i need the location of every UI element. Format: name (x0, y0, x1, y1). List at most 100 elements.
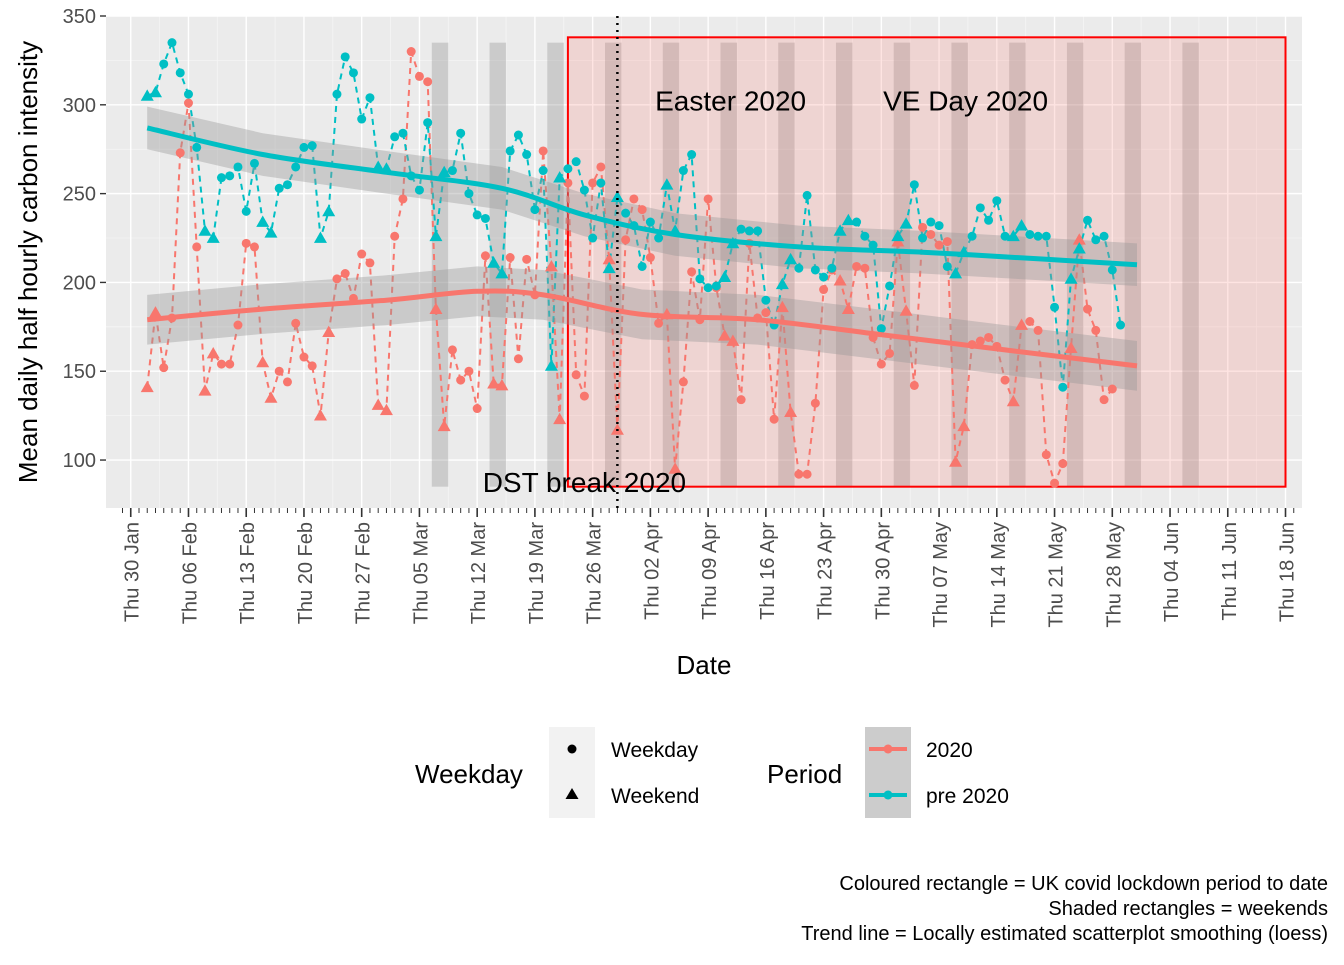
x-tick-label: Thu 18 Jun (1277, 522, 1299, 622)
y-tick-label: 300 (63, 95, 96, 117)
data-point-weekday (761, 295, 771, 305)
x-tick-label: Thu 30 Apr (872, 522, 894, 620)
data-point-weekday (357, 114, 367, 124)
y-tick-label: 150 (63, 361, 96, 383)
data-point-weekend (668, 462, 682, 474)
data-point-weekend (437, 165, 451, 178)
data-point-weekday (241, 238, 251, 248)
data-point-weekday (810, 265, 820, 275)
data-point-weekday (159, 59, 169, 69)
data-point-weekday (810, 398, 820, 408)
data-point-weekend (553, 171, 567, 183)
data-point-weekday (1000, 375, 1010, 385)
data-point-weekday (794, 469, 804, 479)
legend-key-point (883, 790, 893, 800)
data-point-weekday (472, 404, 482, 414)
data-point-weekday (934, 221, 944, 231)
data-point-weekday (414, 185, 424, 195)
y-tick-label: 350 (63, 6, 96, 28)
weekend-band (605, 42, 622, 487)
data-point-weekday (241, 206, 251, 216)
data-point-weekend (148, 306, 162, 318)
data-point-weekend (429, 302, 443, 314)
data-point-weekday (183, 98, 193, 108)
data-point-weekend (256, 355, 270, 368)
data-point-weekday (1083, 215, 1093, 225)
data-point-weekday (596, 178, 606, 188)
data-point-weekend (891, 229, 905, 242)
data-point-weekday (299, 142, 309, 152)
data-point-weekend (775, 277, 789, 290)
data-point-weekday (464, 189, 474, 199)
data-point-weekend (833, 224, 847, 236)
data-point-weekday (1099, 231, 1109, 241)
data-point-weekday (687, 150, 697, 160)
data-point-weekend (544, 359, 558, 371)
data-point-weekday (802, 469, 812, 479)
data-point-weekday (414, 71, 424, 81)
data-point-weekday (1099, 395, 1109, 405)
data-point-weekday (332, 274, 342, 284)
legend-label-period: 2020 (926, 739, 973, 762)
weekend-band (1182, 42, 1199, 487)
data-point-weekend (371, 398, 385, 410)
data-point-weekday (579, 391, 589, 401)
data-point-weekday (513, 354, 523, 364)
data-point-weekday (736, 395, 746, 405)
data-point-weekday (860, 263, 870, 273)
data-point-weekday (447, 345, 457, 355)
data-point-weekday (423, 77, 433, 87)
data-point-weekday (579, 185, 589, 195)
data-point-weekday (621, 235, 631, 245)
data-point-weekday (390, 231, 400, 241)
data-point-weekday (678, 166, 688, 176)
data-point-weekday (1050, 478, 1060, 488)
data-point-weekday (249, 158, 259, 168)
data-point-weekday (992, 196, 1002, 206)
data-point-weekday (1033, 325, 1043, 335)
data-point-weekday (390, 132, 400, 142)
data-point-weekday (942, 237, 952, 247)
legend-key-circle (567, 744, 577, 754)
x-tick-label: Thu 27 Feb (353, 522, 375, 624)
x-tick-label: Thu 04 Jun (1161, 522, 1183, 622)
data-point-weekday (852, 261, 862, 271)
legend-label-weekend: Weekend (611, 785, 699, 808)
data-point-weekend (1006, 229, 1020, 242)
data-point-weekend (610, 190, 624, 203)
data-point-weekday (909, 180, 919, 190)
data-point-weekday (909, 380, 919, 390)
data-point-weekend (841, 213, 855, 226)
data-point-weekend (544, 259, 558, 272)
data-point-weekday (1041, 450, 1051, 460)
x-tick-label: Thu 06 Feb (179, 522, 201, 624)
data-point-weekend (784, 252, 798, 265)
data-point-weekday (522, 254, 532, 264)
legend-title-weekday: Weekday (415, 759, 523, 789)
data-point-weekday (819, 285, 829, 295)
data-point-weekend (206, 346, 220, 359)
data-point-weekday (233, 320, 243, 330)
data-point-weekday (183, 89, 193, 99)
data-point-weekend (899, 217, 913, 229)
x-tick-label: Thu 16 Apr (757, 522, 779, 620)
data-point-weekend (602, 252, 616, 265)
data-point-weekend (1006, 394, 1020, 407)
weekend-band (662, 42, 680, 487)
data-point-weekday (348, 68, 358, 78)
data-point-weekday (340, 52, 350, 62)
y-tick-label: 100 (63, 450, 96, 472)
data-point-weekday (505, 146, 515, 156)
data-point-weekday (505, 253, 515, 263)
x-tick-label: Thu 11 Jun (1219, 522, 1241, 621)
x-axis-title: Date (677, 650, 732, 680)
data-point-weekend (841, 302, 855, 314)
x-tick-label: Thu 26 Mar (584, 522, 606, 625)
data-point-weekday (926, 217, 936, 227)
data-point-weekday (216, 359, 226, 369)
data-point-weekday (761, 308, 771, 318)
data-point-weekday (1025, 229, 1035, 239)
data-point-weekday (406, 47, 416, 57)
data-point-weekday (885, 281, 895, 291)
data-point-weekday (934, 240, 944, 250)
